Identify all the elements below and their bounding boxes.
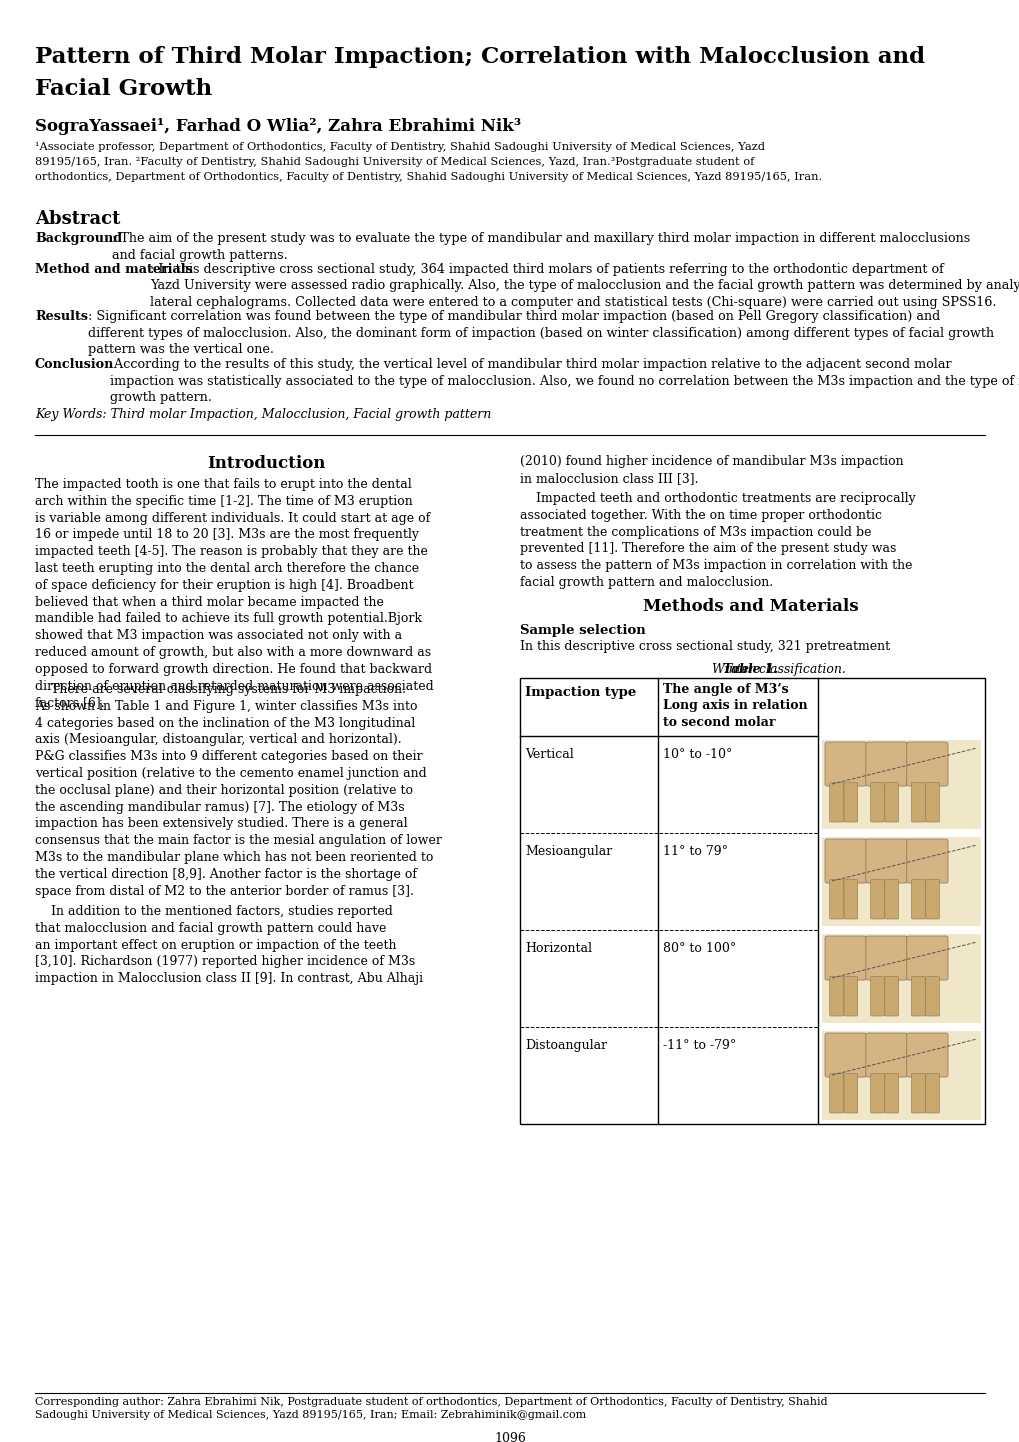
FancyBboxPatch shape (911, 976, 924, 1017)
FancyBboxPatch shape (828, 976, 843, 1017)
Bar (821, 740, 980, 829)
FancyBboxPatch shape (828, 783, 843, 822)
FancyBboxPatch shape (843, 783, 857, 822)
FancyBboxPatch shape (865, 1032, 906, 1077)
FancyBboxPatch shape (843, 880, 857, 919)
FancyBboxPatch shape (870, 976, 883, 1017)
FancyBboxPatch shape (911, 783, 924, 822)
FancyBboxPatch shape (925, 783, 938, 822)
Text: The impacted tooth is one that fails to erupt into the dental
arch within the sp: The impacted tooth is one that fails to … (35, 477, 433, 709)
Text: Conclusion: Conclusion (35, 358, 114, 371)
Text: ¹Associate professor, Department of Orthodontics, Faculty of Dentistry, Shahid S: ¹Associate professor, Department of Orth… (35, 141, 764, 151)
FancyBboxPatch shape (870, 1074, 883, 1113)
FancyBboxPatch shape (824, 839, 865, 883)
FancyBboxPatch shape (884, 783, 898, 822)
Text: 80° to 100°: 80° to 100° (662, 942, 736, 955)
Text: orthodontics, Department of Orthodontics, Faculty of Dentistry, Shahid Sadoughi : orthodontics, Department of Orthodontics… (35, 172, 821, 182)
FancyBboxPatch shape (884, 976, 898, 1017)
FancyBboxPatch shape (865, 936, 906, 981)
Bar (821, 836, 980, 926)
Text: Sample selection: Sample selection (520, 624, 645, 637)
FancyBboxPatch shape (824, 743, 865, 786)
Text: : In this descriptive cross sectional study, 364 impacted third molars of patien: : In this descriptive cross sectional st… (150, 262, 1019, 309)
FancyBboxPatch shape (884, 880, 898, 919)
FancyBboxPatch shape (828, 880, 843, 919)
Text: There are several classifying systems for M3 impaction.
As shown in Table 1 and : There are several classifying systems fo… (35, 684, 441, 897)
Text: Methods and Materials: Methods and Materials (643, 598, 858, 614)
Text: Table 1.: Table 1. (722, 663, 777, 676)
FancyBboxPatch shape (865, 839, 906, 883)
FancyBboxPatch shape (925, 976, 938, 1017)
Text: Distoangular: Distoangular (525, 1040, 606, 1053)
FancyBboxPatch shape (824, 1032, 865, 1077)
Text: -11° to -79°: -11° to -79° (662, 1040, 736, 1053)
FancyBboxPatch shape (906, 936, 947, 981)
Text: Horizontal: Horizontal (525, 942, 591, 955)
Text: 11° to 79°: 11° to 79° (662, 845, 728, 858)
FancyBboxPatch shape (843, 1074, 857, 1113)
Text: Key Words: Third molar Impaction, Malocclusion, Facial growth pattern: Key Words: Third molar Impaction, Malocc… (35, 408, 491, 421)
Text: Abstract: Abstract (35, 211, 120, 228)
FancyBboxPatch shape (870, 880, 883, 919)
Text: Introduction: Introduction (207, 456, 325, 472)
FancyBboxPatch shape (906, 1032, 947, 1077)
Text: 1096: 1096 (493, 1432, 526, 1442)
Text: In this descriptive cross sectional study, 321 pretreatment: In this descriptive cross sectional stud… (520, 640, 890, 653)
FancyBboxPatch shape (925, 880, 938, 919)
FancyBboxPatch shape (843, 976, 857, 1017)
Text: (2010) found higher incidence of mandibular M3s impaction
in malocclusion class : (2010) found higher incidence of mandibu… (520, 456, 903, 485)
Text: In addition to the mentioned factors, studies reported
that malocclusion and fac: In addition to the mentioned factors, st… (35, 906, 423, 985)
Text: Facial Growth: Facial Growth (35, 78, 212, 99)
FancyBboxPatch shape (906, 839, 947, 883)
Text: : The aim of the present study was to evaluate the type of mandibular and maxill: : The aim of the present study was to ev… (112, 232, 969, 261)
FancyBboxPatch shape (824, 936, 865, 981)
Text: 89195/165, Iran. ²Faculty of Dentistry, Shahid Sadoughi University of Medical Sc: 89195/165, Iran. ²Faculty of Dentistry, … (35, 157, 754, 167)
FancyBboxPatch shape (906, 743, 947, 786)
Bar (520, 678, 984, 1123)
Text: Impaction type: Impaction type (525, 686, 636, 699)
Bar (821, 934, 980, 1022)
Text: Background: Background (35, 232, 122, 245)
FancyBboxPatch shape (911, 1074, 924, 1113)
FancyBboxPatch shape (911, 880, 924, 919)
FancyBboxPatch shape (870, 783, 883, 822)
Text: Impacted teeth and orthodontic treatments are reciprocally
associated together. : Impacted teeth and orthodontic treatment… (520, 492, 915, 588)
FancyBboxPatch shape (925, 1074, 938, 1113)
Text: Pattern of Third Molar Impaction; Correlation with Malocclusion and: Pattern of Third Molar Impaction; Correl… (35, 46, 924, 68)
FancyBboxPatch shape (828, 1074, 843, 1113)
Text: : Significant correlation was found between the type of mandibular third molar i: : Significant correlation was found betw… (88, 310, 994, 356)
FancyBboxPatch shape (884, 1074, 898, 1113)
Text: 10° to -10°: 10° to -10° (662, 748, 732, 761)
Text: According to the results of this study, the vertical level of mandibular third m: According to the results of this study, … (110, 358, 1019, 404)
Bar (821, 1031, 980, 1120)
Text: Method and materials: Method and materials (35, 262, 193, 275)
Text: The angle of M3’s
Long axis in relation
to second molar: The angle of M3’s Long axis in relation … (662, 684, 807, 730)
Text: SograYassaei¹, Farhad O Wlia², Zahra Ebrahimi Nik³: SograYassaei¹, Farhad O Wlia², Zahra Ebr… (35, 118, 521, 136)
Text: Winter classification.: Winter classification. (711, 663, 845, 676)
Text: Mesioangular: Mesioangular (525, 845, 611, 858)
Text: Vertical: Vertical (525, 748, 573, 761)
Text: Results: Results (35, 310, 88, 323)
FancyBboxPatch shape (865, 743, 906, 786)
Text: Corresponding author: Zahra Ebrahimi Nik, Postgraduate student of orthodontics, : Corresponding author: Zahra Ebrahimi Nik… (35, 1397, 826, 1420)
